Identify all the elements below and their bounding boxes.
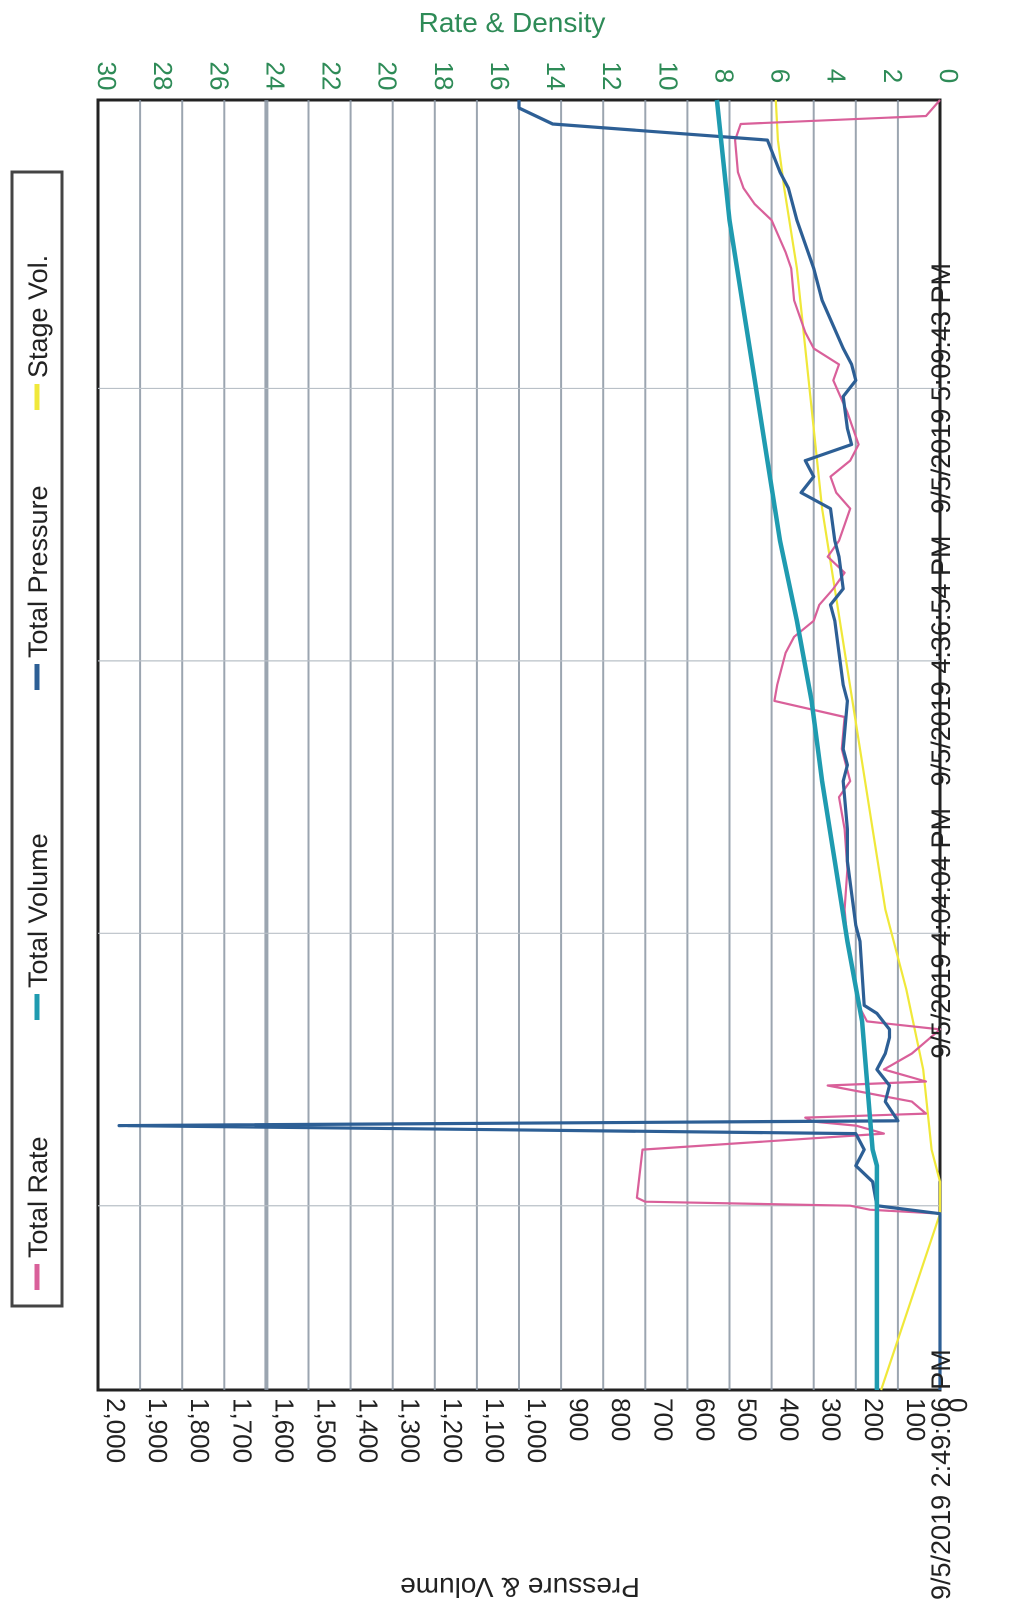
rate-tick-label: 24 — [260, 62, 290, 91]
rate-tick-label: 14 — [541, 62, 571, 91]
rate-tick-label: 30 — [92, 62, 122, 91]
pv-tick-label: 400 — [775, 1398, 805, 1441]
pv-tick-label: 1,800 — [185, 1398, 215, 1463]
pv-tick-label: 1,700 — [227, 1398, 257, 1463]
time-tick-label: 9/5/2019 4:36:54 PM — [926, 536, 956, 787]
rate-tick-label: 12 — [597, 62, 627, 91]
pv-tick-label: 1,000 — [522, 1398, 552, 1463]
pv-tick-label: 100 — [901, 1398, 931, 1441]
time-tick-label: 9/5/2019 2:49:06 PM — [926, 1349, 956, 1600]
rate-tick-label: 4 — [822, 69, 852, 83]
series-line-total-volume — [714, 99, 880, 1390]
pv-tick-label: 900 — [564, 1398, 594, 1441]
rate-tick-label: 0 — [934, 69, 964, 83]
series-layer — [117, 99, 942, 1391]
rate-axis-title: Rate & Density — [419, 7, 606, 38]
pv-tick-label: 300 — [817, 1398, 847, 1441]
rate-tick-label: 10 — [653, 62, 683, 91]
legend: Total Rate Total Volume Total Pressure Stag… — [10, 170, 64, 1308]
pressure-volume-axis-title: Pressure & Volume — [400, 1572, 640, 1602]
legend-box — [10, 170, 64, 1308]
legend-label: Total Pressure — [23, 485, 53, 658]
series-line-stage-vol — [774, 99, 942, 1391]
time-tick-label: 9/5/2019 4:04:04 PM — [926, 808, 956, 1059]
pv-tick-label: 1,500 — [312, 1398, 342, 1463]
pv-tick-label: 2,000 — [101, 1398, 131, 1463]
rate-tick-label: 26 — [204, 62, 234, 91]
rate-tick-label: 16 — [485, 62, 515, 91]
rate-tick-label: 6 — [766, 69, 796, 83]
pv-tick-label: 1,900 — [143, 1398, 173, 1463]
grid-layer — [98, 100, 940, 1390]
time-axis-ticks: 9/5/2019 2:49:06 PM 9/5/2019 4:04:04 PM 9/… — [926, 263, 956, 1600]
pv-tick-label: 600 — [690, 1398, 720, 1441]
pv-tick-label: 1,400 — [354, 1398, 384, 1463]
rate-tick-label: 20 — [373, 62, 403, 91]
series-line-total-rate — [635, 99, 942, 1390]
pv-tick-label: 1,200 — [438, 1398, 468, 1463]
legend-label: Total Volume — [23, 833, 53, 988]
pv-tick-label: 700 — [648, 1398, 678, 1441]
time-tick-label: 9/5/2019 5:09:43 PM — [926, 263, 956, 514]
legend-label: Total Rate — [23, 1136, 53, 1258]
rate-tick-label: 8 — [710, 69, 740, 83]
pv-tick-label: 1,100 — [480, 1398, 510, 1463]
pv-tick-label: 800 — [606, 1398, 636, 1441]
pv-tick-label: 0 — [943, 1398, 973, 1412]
legend-label: Stage Vol. — [23, 255, 53, 378]
pv-tick-label: 500 — [733, 1398, 763, 1441]
pv-tick-label: 1,300 — [396, 1398, 426, 1463]
rate-tick-label: 28 — [148, 62, 178, 91]
pressure-volume-axis-ticks: 2,000 1,900 1,800 1,700 1,600 1,500 1,400 1,300… — [101, 1398, 973, 1463]
pv-tick-label: 1,600 — [269, 1398, 299, 1463]
rate-axis-ticks: 30 28 26 24 22 20 18 16 14 12 10 8 6 4 2 0 — [92, 62, 964, 91]
pv-tick-label: 200 — [859, 1398, 889, 1441]
rate-tick-label: 22 — [317, 62, 347, 91]
rate-tick-label: 18 — [429, 62, 459, 91]
series-line-total-pressure — [117, 100, 942, 1390]
rate-tick-label: 2 — [878, 69, 908, 83]
